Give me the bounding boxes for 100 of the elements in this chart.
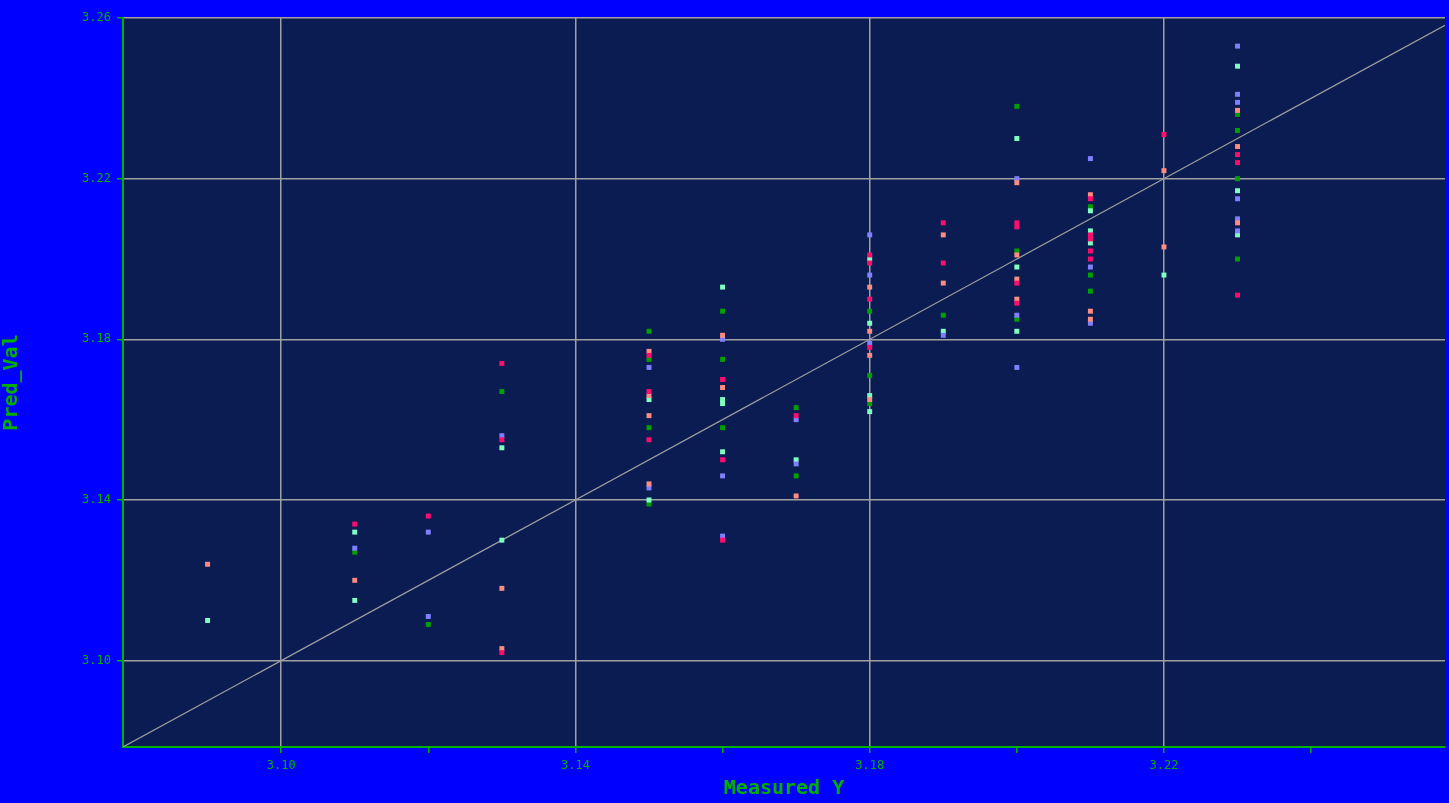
y-tick-label: 3.18	[82, 331, 111, 346]
point	[720, 332, 726, 338]
point	[1235, 160, 1241, 166]
point	[720, 377, 726, 382]
x-tick-label: 3.18	[855, 758, 885, 773]
point	[867, 352, 873, 358]
point	[1235, 188, 1241, 194]
point	[499, 360, 505, 366]
point	[1087, 308, 1093, 314]
point	[425, 513, 431, 519]
point	[425, 529, 431, 535]
point	[1235, 144, 1241, 149]
point	[1235, 107, 1241, 113]
x-axis-title: Measured Y	[723, 775, 845, 800]
point	[1087, 196, 1093, 202]
y-tick-label: 3.22	[82, 170, 111, 185]
y-tick-label: 3.26	[82, 10, 111, 25]
point	[1235, 43, 1241, 49]
point	[940, 332, 946, 338]
point	[1235, 196, 1241, 202]
x-tick-label: 3.10	[266, 758, 296, 773]
point	[940, 232, 946, 238]
point	[1087, 248, 1093, 254]
point	[1235, 220, 1241, 226]
point	[352, 529, 358, 535]
point	[1014, 224, 1020, 230]
point	[499, 537, 505, 543]
point	[867, 272, 873, 278]
point	[720, 457, 726, 463]
point	[1014, 312, 1020, 318]
x-tick-label: 3.22	[1149, 758, 1179, 773]
point	[352, 577, 358, 583]
point	[1087, 316, 1093, 322]
y-tick-label: 3.10	[82, 652, 111, 667]
point	[205, 618, 211, 623]
point	[205, 561, 211, 567]
point	[425, 613, 431, 619]
point	[940, 280, 946, 286]
point	[720, 308, 726, 314]
point	[867, 409, 873, 415]
point	[1087, 156, 1093, 162]
point	[1087, 264, 1093, 270]
point	[352, 521, 358, 527]
point	[1235, 292, 1241, 298]
point	[1235, 127, 1241, 133]
point	[1087, 272, 1093, 278]
point	[499, 650, 505, 656]
point	[867, 308, 873, 314]
point	[867, 328, 873, 334]
point	[793, 473, 799, 479]
point	[1235, 228, 1241, 234]
point	[1014, 364, 1020, 370]
point	[1014, 264, 1020, 270]
point	[720, 401, 726, 407]
point	[1161, 132, 1167, 137]
point	[499, 389, 505, 395]
point	[867, 397, 873, 403]
point	[352, 597, 358, 603]
point	[1161, 272, 1167, 278]
point	[793, 413, 799, 419]
point	[720, 473, 726, 479]
point	[867, 320, 873, 326]
point	[720, 449, 726, 455]
point	[867, 373, 873, 378]
point	[720, 284, 726, 290]
point	[1014, 136, 1020, 141]
point	[1014, 300, 1020, 306]
x-tick-label: 3.14	[560, 758, 590, 773]
point	[499, 437, 505, 443]
point	[720, 425, 726, 431]
point	[867, 344, 873, 350]
point	[499, 585, 505, 591]
point	[793, 493, 799, 499]
point	[867, 284, 873, 290]
point	[1235, 176, 1241, 182]
point	[1014, 328, 1020, 334]
point	[720, 385, 726, 390]
point	[499, 445, 505, 451]
point	[867, 232, 873, 238]
point	[793, 405, 799, 411]
point	[1014, 103, 1020, 109]
point	[1161, 244, 1167, 250]
point	[425, 622, 431, 627]
point	[1235, 152, 1241, 158]
point	[720, 356, 726, 362]
point	[940, 312, 946, 318]
point	[1014, 248, 1020, 254]
point	[1235, 99, 1241, 105]
point	[1087, 236, 1093, 242]
y-axis-title: Pred_Val	[0, 334, 23, 431]
point	[867, 296, 873, 302]
point	[352, 545, 358, 551]
point	[793, 461, 799, 467]
point	[1087, 288, 1093, 294]
point	[1235, 91, 1241, 97]
point	[1235, 63, 1241, 69]
point	[1014, 180, 1020, 186]
y-tick-label: 3.14	[82, 492, 111, 507]
point	[940, 220, 946, 226]
point	[1161, 168, 1167, 174]
